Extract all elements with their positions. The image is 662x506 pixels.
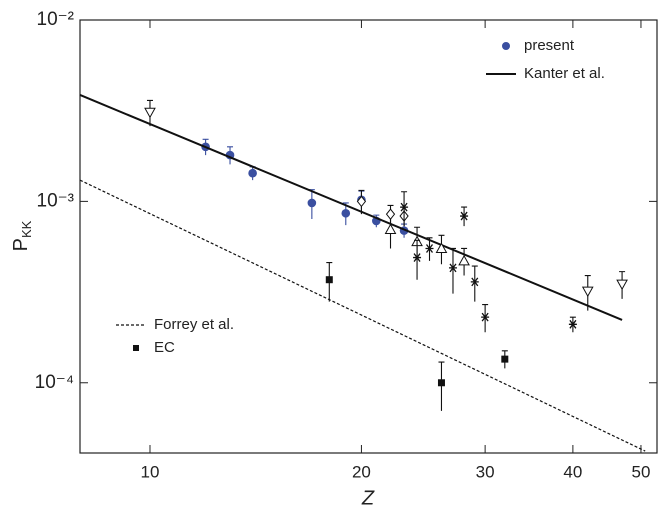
- point: [385, 208, 396, 220]
- x-tick-label: 20: [352, 462, 371, 481]
- legend-label: Kanter et al.: [524, 65, 605, 82]
- point: [307, 198, 317, 208]
- point: [448, 263, 457, 273]
- point: [458, 254, 470, 266]
- error-bar: [471, 265, 478, 302]
- point: [356, 195, 367, 208]
- fit-line: [79, 179, 646, 452]
- point: [568, 319, 577, 329]
- point: [460, 211, 469, 221]
- point: [144, 107, 156, 119]
- legend-marker: [502, 42, 510, 50]
- point: [435, 242, 448, 253]
- point: [341, 208, 351, 218]
- error-bar: [401, 191, 408, 227]
- error-bar: [414, 239, 421, 280]
- point: [501, 355, 509, 363]
- fit-line: [79, 94, 623, 321]
- y-tick-label: 10⁻⁴: [35, 372, 74, 393]
- point: [616, 279, 628, 291]
- point: [384, 223, 397, 234]
- x-tick-label: 40: [563, 462, 582, 481]
- point: [400, 202, 409, 212]
- point: [425, 244, 434, 253]
- error-bar: [482, 303, 489, 333]
- y-tick-label: 10⁻²: [37, 9, 75, 30]
- point: [581, 286, 594, 298]
- error-bar: [438, 361, 445, 411]
- point: [470, 277, 479, 287]
- plot-frame: [79, 19, 658, 454]
- point: [248, 168, 257, 178]
- point: [481, 312, 490, 322]
- point: [437, 379, 445, 387]
- y-axis-label: PKK: [10, 220, 34, 251]
- y-axis-label-sub: KK: [19, 220, 34, 238]
- legend-label: EC: [154, 339, 175, 356]
- x-tick-label: 30: [476, 462, 495, 481]
- legend-marker: [133, 345, 139, 351]
- legend-label: present: [524, 37, 575, 54]
- point: [413, 253, 422, 262]
- point: [325, 276, 333, 284]
- x-axis-label: Z: [361, 487, 375, 506]
- error-bar: [449, 247, 456, 294]
- x-tick-label: 10: [141, 462, 160, 481]
- y-tick-label: 10⁻³: [37, 190, 75, 211]
- legend-label: Forrey et al.: [154, 316, 234, 333]
- x-tick-label: 50: [631, 462, 650, 481]
- y-axis-label-main: P: [10, 238, 32, 251]
